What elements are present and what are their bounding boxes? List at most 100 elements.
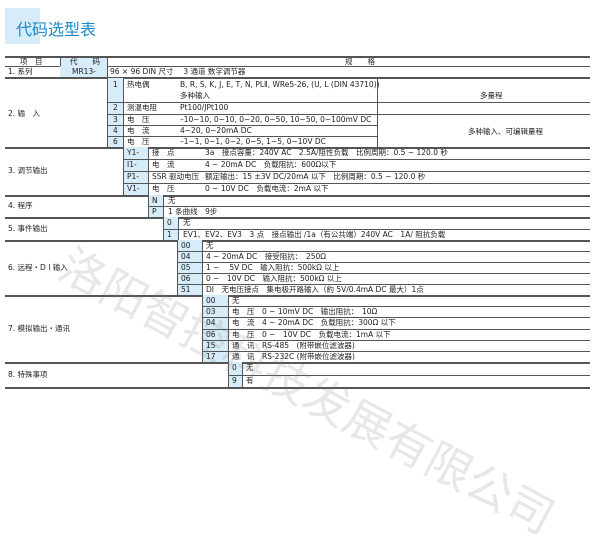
- option-desc: 有: [246, 375, 254, 385]
- option-desc: 电 压 0 ~ 10mV DC 输出阻抗： 10Ω: [232, 307, 378, 317]
- code-cell-bg: [203, 328, 228, 340]
- title-accent: [5, 8, 40, 44]
- rule: [107, 114, 590, 115]
- option-desc: 1 ~ 5V DC 输入阻抗：500kΩ 以上: [206, 263, 340, 272]
- rule: [5, 147, 590, 149]
- rule: [107, 57, 108, 78]
- code-cell-bg: [124, 171, 148, 183]
- input-label: 电 流: [127, 126, 150, 135]
- code-cell-bg: [203, 295, 228, 307]
- option-code: 05: [181, 263, 191, 272]
- rule: [107, 136, 377, 137]
- header-item: 项 目: [20, 57, 43, 66]
- input-desc: –10~10, 0~10, 0~20, 0~50, 10~50, 0~100mV…: [180, 115, 372, 124]
- rule: [228, 362, 229, 388]
- input-desc: B, R, S, K, J, E, T, N, PLⅡ, WRe5-26, (U…: [180, 80, 380, 89]
- option-desc: 4 ~ 20mA DC 负载阻抗：600Ω以下: [205, 160, 337, 169]
- input-desc: 多种输入: [180, 91, 210, 100]
- input-item: 2. 输 入: [8, 109, 41, 118]
- code-cell-bg: [203, 317, 228, 329]
- code-cell-bg: [178, 284, 202, 295]
- rule: [377, 114, 590, 115]
- rule: [5, 240, 590, 242]
- rule: [202, 295, 203, 363]
- code-cell-bg: [178, 262, 202, 273]
- option-code: 06: [181, 274, 191, 283]
- input-note: 多量程: [480, 91, 503, 100]
- input-code: 2: [113, 103, 118, 112]
- code-cell-bg: [124, 147, 148, 159]
- option-code: Y1-: [127, 148, 140, 157]
- code-cell-bg: [164, 217, 178, 229]
- code-cell-bg: [229, 374, 242, 388]
- rule: [5, 362, 590, 364]
- code-cell-bg: [178, 251, 202, 262]
- rule: [178, 217, 179, 240]
- section-item: 3. 调节输出: [8, 166, 48, 175]
- section-item: 6. 远程・D I 输入: [8, 262, 68, 272]
- rule: [202, 339, 590, 341]
- input-label: 电 压: [127, 137, 150, 146]
- rule: [148, 195, 149, 217]
- section-item: 8. 特殊事项: [8, 369, 48, 379]
- input-desc: –1~1, 0~1, 0~2, 0~5, 1~5, 0~10V DC: [180, 137, 326, 146]
- code-cell-bg: [203, 306, 228, 318]
- option-code: V1-: [127, 184, 140, 193]
- input-desc: 4~20, 0~20mA DC: [180, 126, 252, 135]
- input-label: 测温电阻: [127, 103, 157, 112]
- code-cell-bg: [149, 195, 163, 206]
- option-code: P: [152, 207, 157, 216]
- code-cell-bg: [124, 159, 148, 171]
- rule: [163, 228, 590, 230]
- option-code: 9: [232, 375, 237, 385]
- code-cell-bg: [108, 114, 123, 125]
- option-desc: 电 流 4 ~ 20mA DC 负载阻抗：300Ω 以下: [232, 318, 396, 328]
- code-cell-bg: [178, 273, 202, 284]
- option-code: 15: [206, 340, 216, 350]
- series-item: 1. 系列: [8, 67, 33, 76]
- rule: [148, 206, 590, 207]
- rule: [177, 240, 178, 295]
- option-desc: 通 讯 RS-485 (附带嵌位滤波器): [232, 340, 355, 350]
- rule: [177, 284, 590, 285]
- option-code: 51: [181, 285, 191, 294]
- option-desc: 0 ~ 10V DC 输入阻抗：500kΩ 以上: [206, 274, 342, 283]
- option-code: 0: [232, 363, 237, 373]
- option-code: 1: [167, 229, 172, 239]
- rule: [107, 125, 377, 126]
- input-code: 1: [113, 80, 118, 89]
- code-cell-bg: [203, 351, 228, 363]
- option-desc: 无: [206, 241, 214, 250]
- rule: [228, 374, 590, 376]
- rule: [123, 159, 590, 160]
- option-code: 00: [181, 241, 191, 250]
- rule: [148, 147, 149, 195]
- option-desc: 3a 接点容量：240V AC 2.5A/阻性负载 比例周期：0.5 ~ 120…: [205, 148, 448, 157]
- rule: [123, 147, 124, 195]
- code-cell-bg: [108, 125, 123, 136]
- option-label: SSR 驱动电压: [152, 172, 200, 181]
- rule: [123, 183, 590, 184]
- code-cell-bg: [178, 240, 202, 251]
- header-spec: 规 格: [345, 57, 375, 66]
- rule: [228, 295, 229, 363]
- input-label: 电 压: [127, 115, 150, 124]
- series-spec: 96 × 96 DIN 尺寸 3 通道 数字调节器: [110, 67, 246, 76]
- option-code: 04: [206, 318, 216, 328]
- input-desc: Pt100/JPt100: [180, 103, 229, 112]
- option-code: 04: [181, 252, 191, 261]
- rule: [107, 78, 108, 147]
- rule: [163, 217, 164, 240]
- code-cell-bg: [60, 57, 107, 66]
- series-code: MR13-: [72, 67, 96, 76]
- option-label: 电 压: [152, 184, 175, 193]
- option-label: 电 流: [152, 160, 175, 169]
- rule: [5, 295, 590, 297]
- rule: [5, 77, 590, 79]
- code-cell-bg: [108, 102, 123, 114]
- section-item: 7. 模拟输出・通讯: [8, 323, 71, 333]
- option-label: 接 点: [152, 148, 175, 157]
- option-desc: 无: [246, 363, 254, 373]
- option-desc: 电 压 0 ~ 10V DC 负载电流：1mA 以下: [232, 329, 391, 339]
- code-cell-bg: [203, 339, 228, 351]
